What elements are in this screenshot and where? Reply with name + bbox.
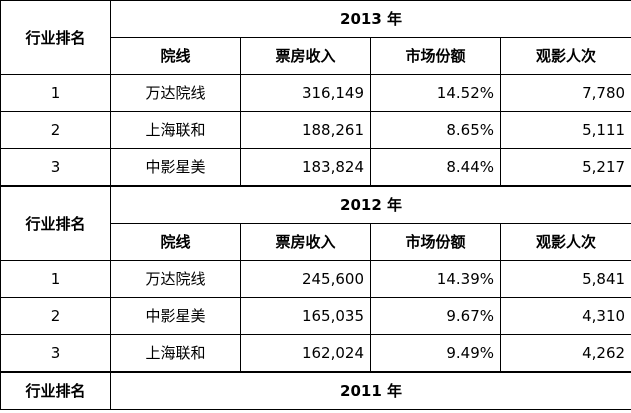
viewers-cell: 4,310: [499, 297, 631, 335]
rank-header: 行业排名: [0, 371, 111, 410]
share-cell: 8.44%: [370, 148, 501, 187]
name-cell: 上海联和: [110, 334, 241, 373]
name-cell: 上海联和: [110, 111, 241, 149]
rank-header: 行业排名: [0, 0, 111, 75]
table-row: 3 中影星美 183,824 8.44% 5,217: [0, 148, 631, 187]
viewers-cell: 4,262: [499, 334, 631, 373]
rank-cell: 1: [0, 74, 111, 112]
col-header-name: 院线: [110, 223, 241, 261]
rank-cell: 3: [0, 334, 111, 373]
table-row: 1 万达院线 245,600 14.39% 5,841: [0, 260, 631, 298]
share-cell: 14.52%: [370, 74, 501, 112]
table-row: 2 中影星美 165,035 9.67% 4,310: [0, 297, 631, 335]
box-cell: 183,824: [240, 148, 371, 187]
box-cell: 245,600: [240, 260, 371, 298]
rank-header: 行业排名: [0, 185, 111, 261]
rank-cell: 1: [0, 260, 111, 298]
viewers-cell: 5,841: [499, 260, 631, 298]
year-label: 2011 年: [109, 371, 631, 410]
share-cell: 9.49%: [370, 334, 501, 373]
box-cell: 165,035: [240, 297, 371, 335]
viewers-cell: 7,780: [499, 74, 631, 112]
rank-cell: 3: [0, 148, 111, 187]
name-cell: 中影星美: [110, 297, 241, 335]
name-cell: 中影星美: [110, 148, 241, 187]
section-2012-year-row: 行业排名 2012 年: [0, 185, 631, 261]
rank-cell: 2: [0, 297, 111, 335]
col-header-share: 市场份额: [370, 223, 501, 261]
column-header-row: 院线 票房收入 市场份额 观影人次: [1, 37, 631, 75]
rank-cell: 2: [0, 111, 111, 149]
col-header-viewers: 观影人次: [499, 37, 631, 75]
box-cell: 316,149: [240, 74, 371, 112]
box-cell: 162,024: [240, 334, 371, 373]
share-cell: 8.65%: [370, 111, 501, 149]
viewers-cell: 5,111: [499, 111, 631, 149]
name-cell: 万达院线: [110, 260, 241, 298]
col-header-name: 院线: [110, 37, 241, 75]
year-label: 2012 年: [109, 185, 631, 224]
col-header-box: 票房收入: [240, 37, 371, 75]
share-cell: 9.67%: [370, 297, 501, 335]
section-2013-year-row: 行业排名 2013 年: [0, 0, 631, 75]
viewers-cell: 5,217: [499, 148, 631, 187]
col-header-box: 票房收入: [240, 223, 371, 261]
table-row: 2 上海联和 188,261 8.65% 5,111: [0, 111, 631, 149]
column-header-row: 院线 票房收入 市场份额 观影人次: [1, 223, 631, 261]
share-cell: 14.39%: [370, 260, 501, 298]
name-cell: 万达院线: [110, 74, 241, 112]
col-header-viewers: 观影人次: [499, 223, 631, 261]
year-label: 2013 年: [109, 0, 631, 38]
table-row: 1 万达院线 316,149 14.52% 7,780: [0, 74, 631, 112]
section-2011-year-row: 行业排名 2011 年: [0, 371, 631, 410]
box-cell: 188,261: [240, 111, 371, 149]
col-header-share: 市场份额: [370, 37, 501, 75]
table-row: 3 上海联和 162,024 9.49% 4,262: [0, 334, 631, 373]
